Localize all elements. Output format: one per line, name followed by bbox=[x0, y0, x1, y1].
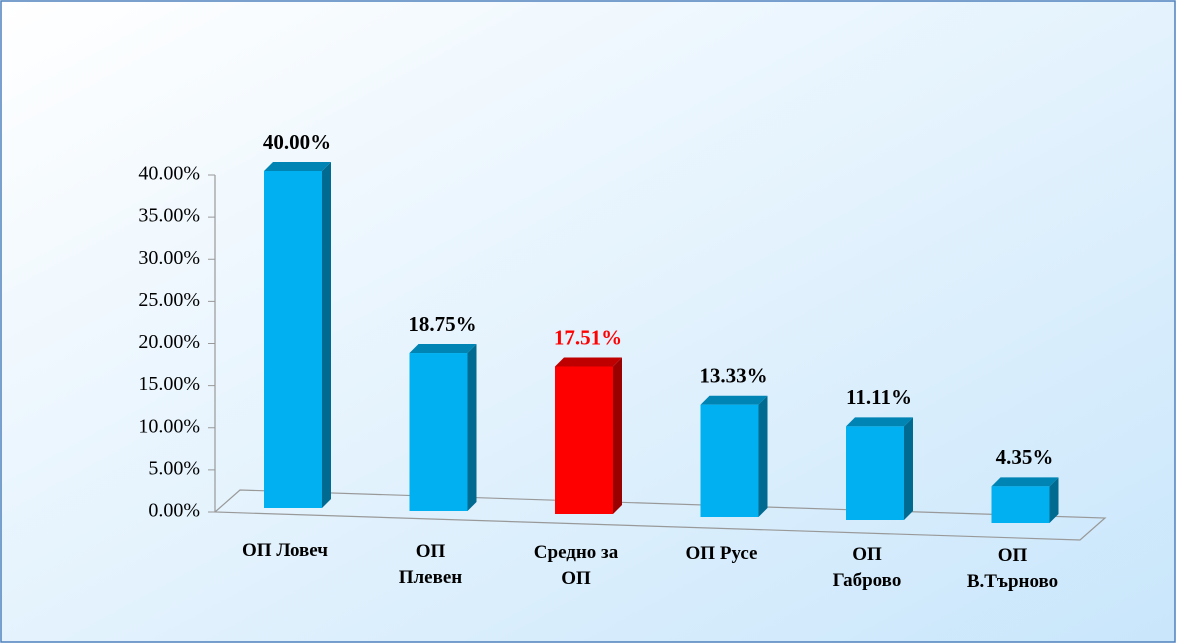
y-tick-label: 0.00% bbox=[148, 500, 200, 522]
bar bbox=[264, 171, 322, 508]
y-tick-label: 35.00% bbox=[138, 205, 200, 227]
x-tick-label: ОП В.Търново bbox=[966, 545, 1059, 592]
value-label: 11.11% bbox=[846, 385, 912, 409]
bar-side bbox=[904, 417, 913, 520]
y-tick-label: 30.00% bbox=[138, 247, 200, 269]
value-label: 4.35% bbox=[996, 445, 1054, 469]
bar-side bbox=[467, 344, 477, 511]
bar-top bbox=[700, 395, 768, 405]
value-label: 13.33% bbox=[699, 364, 767, 388]
x-tick-label: Средно за ОП bbox=[533, 542, 619, 589]
value-label: 18.75% bbox=[408, 312, 476, 336]
bar-top bbox=[991, 477, 1059, 487]
value-label: 17.51% bbox=[554, 325, 622, 349]
bar bbox=[700, 404, 759, 517]
bar bbox=[409, 353, 468, 511]
x-tick-label: ОП Габрово bbox=[832, 544, 902, 591]
y-tick-label: 40.00% bbox=[138, 163, 200, 185]
floor bbox=[213, 489, 1107, 541]
value-label: 40.00% bbox=[263, 130, 331, 154]
y-tick-label: 25.00% bbox=[138, 289, 200, 311]
y-tick-label: 10.00% bbox=[138, 415, 200, 437]
bar-top bbox=[264, 162, 331, 171]
bar-side bbox=[613, 357, 622, 514]
bar-side bbox=[758, 395, 768, 517]
bar bbox=[846, 426, 904, 520]
bar-side bbox=[322, 162, 331, 508]
bar-top bbox=[555, 357, 622, 367]
bar-top bbox=[846, 417, 913, 427]
bar-side bbox=[1049, 477, 1059, 523]
y-tick-label: 20.00% bbox=[138, 331, 200, 353]
y-tick-label: 5.00% bbox=[148, 457, 200, 479]
x-tick-label: ОП Русе bbox=[685, 543, 758, 564]
bar bbox=[555, 366, 613, 514]
x-tick-label: ОП Плевен bbox=[398, 541, 463, 588]
y-tick-label: 15.00% bbox=[138, 373, 200, 395]
bar-top bbox=[409, 344, 477, 354]
bar bbox=[991, 486, 1050, 523]
x-tick-label: ОП Ловеч bbox=[242, 540, 328, 561]
